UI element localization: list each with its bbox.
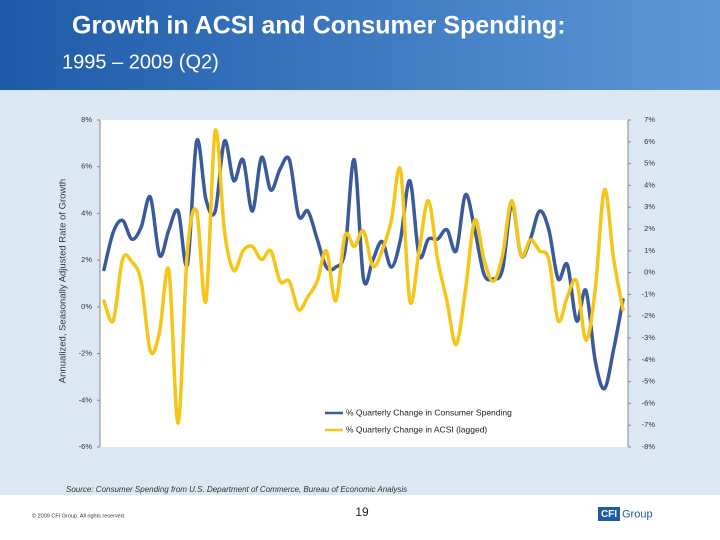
y2-tick-label: -3% [642,333,656,342]
y-tick-label: 6% [81,162,92,171]
page-number: 19 [355,505,369,519]
y-tick-label: -6% [79,442,93,451]
slide-title: Growth in ACSI and Consumer Spending: [72,12,566,40]
y-tick-label: 4% [81,208,92,217]
y2-tick-label: 2% [644,224,655,233]
legend-label: % Quarterly Change in Consumer Spending [346,407,512,417]
y-tick-label: -2% [79,349,93,358]
y2-tick-label: 4% [644,180,655,189]
y2-tick-label: -6% [642,398,656,407]
legend-label: % Quarterly Change in ACSI (lagged) [346,424,487,434]
y-tick-label: 8% [81,115,92,124]
y2-tick-label: 6% [644,137,655,146]
series-line [102,128,625,425]
y2-tick-label: -1% [642,289,656,298]
y-axis-label: Annualized, Seasonally Adjusted Rate of … [58,179,69,383]
source-note: Source: Consumer Spending from U.S. Depa… [66,485,407,494]
slide-subtitle: 1995 – 2009 (Q2) [62,51,219,73]
y2-tick-label: 5% [644,159,655,168]
y-tick-label: 0% [81,302,92,311]
logo-mark: CFI [601,509,617,520]
y2-tick-label: -5% [642,377,656,386]
y-tick-label: -4% [79,395,93,404]
y2-tick-label: -2% [642,311,656,320]
header-band [0,0,720,90]
logo-box [598,507,620,521]
copyright: © 2009 CFI Group. All rights reserved. [32,512,126,519]
logo-text: Group [622,508,653,520]
y-tick-label: 2% [81,255,92,264]
y2-tick-label: 0% [644,268,655,277]
y2-tick-label: -4% [642,355,656,364]
y2-tick-label: -8% [642,442,656,451]
y2-tick-label: 3% [644,202,655,211]
y2-tick-label: -7% [642,420,656,429]
y2-tick-label: 1% [644,246,655,255]
y2-tick-label: 7% [644,115,655,124]
